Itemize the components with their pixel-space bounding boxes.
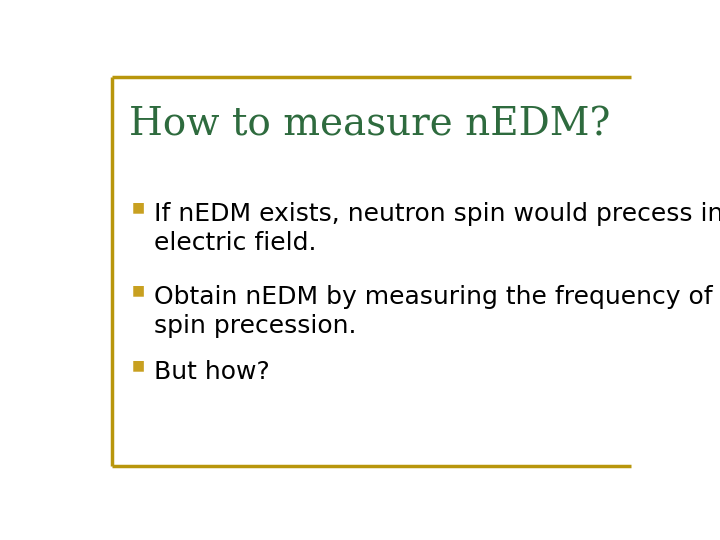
Text: ■: ■ bbox=[132, 283, 145, 297]
Text: How to measure nEDM?: How to measure nEDM? bbox=[129, 106, 611, 144]
Text: If nEDM exists, neutron spin would precess in
electric field.: If nEDM exists, neutron spin would prece… bbox=[154, 202, 720, 255]
Text: Obtain nEDM by measuring the frequency of
spin precession.: Obtain nEDM by measuring the frequency o… bbox=[154, 285, 713, 338]
Text: ■: ■ bbox=[132, 358, 145, 372]
Text: But how?: But how? bbox=[154, 360, 270, 384]
Text: ■: ■ bbox=[132, 200, 145, 214]
